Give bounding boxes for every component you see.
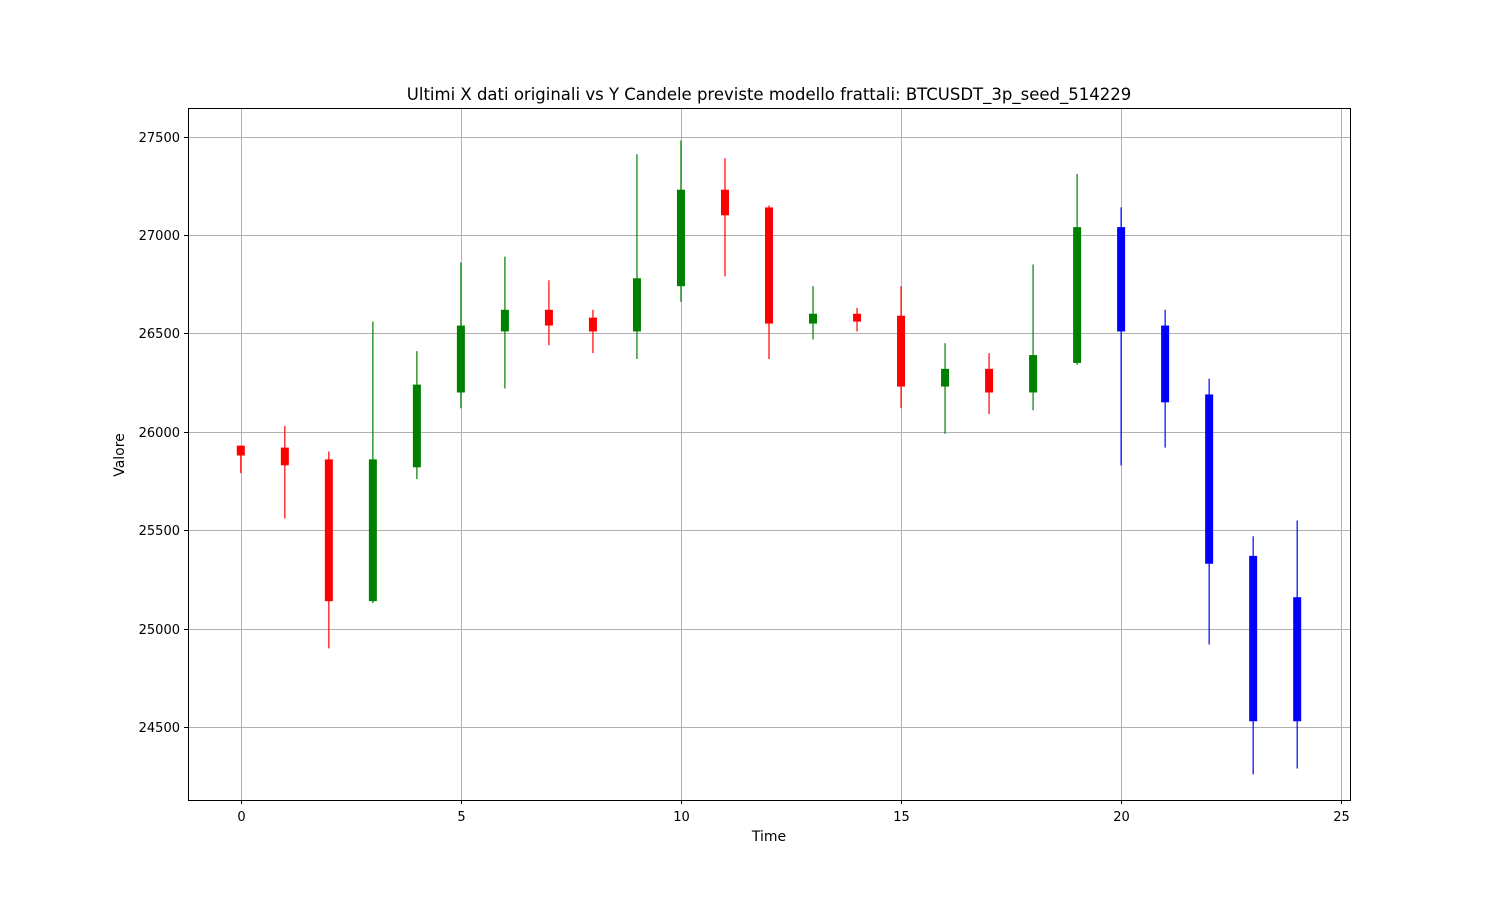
candle (676, 140, 685, 302)
candle-body (1117, 227, 1126, 332)
candle-body (1249, 555, 1258, 722)
candle-body (632, 278, 641, 332)
candle (941, 343, 950, 434)
candle (412, 351, 421, 480)
candle (544, 280, 553, 346)
candle (1205, 378, 1214, 645)
x-tick-label: 20 (1113, 810, 1130, 825)
candle-body (456, 325, 465, 393)
candle (765, 205, 773, 360)
x-axis-ticks: 0 5 10 15 20 25 (237, 800, 1350, 825)
y-tick-label: 25500 (139, 524, 180, 539)
y-tick-label: 26500 (139, 327, 180, 342)
candle-body (720, 189, 729, 216)
candle-body (1161, 325, 1170, 403)
y-tick-label: 24500 (139, 721, 180, 736)
candle (985, 353, 994, 415)
y-tick-label: 25000 (139, 623, 180, 638)
candle (720, 158, 729, 277)
candle-body (1293, 597, 1302, 722)
candle (1249, 536, 1258, 775)
candle-body (1029, 355, 1038, 393)
candle (632, 154, 641, 360)
candle-body (500, 309, 509, 332)
y-tick-label: 27000 (139, 229, 180, 244)
y-tick-label: 26000 (139, 426, 180, 441)
candle-body (412, 384, 421, 468)
candle (1293, 520, 1302, 769)
candle (853, 307, 862, 332)
candle-body (1073, 227, 1082, 363)
candle (897, 286, 906, 409)
candle (456, 262, 465, 409)
candle (1161, 309, 1170, 448)
x-tick-label: 0 (237, 810, 245, 825)
candle (809, 286, 818, 340)
candle-body (588, 317, 597, 332)
x-tick-label: 5 (457, 810, 465, 825)
candle (1073, 173, 1082, 365)
candle-body (897, 315, 906, 387)
candle (280, 425, 289, 519)
candle-body (544, 309, 553, 326)
x-axis-label: Time (751, 829, 786, 845)
candle (368, 321, 377, 604)
candle (500, 256, 509, 389)
candle-body (236, 445, 245, 456)
candle (588, 309, 597, 354)
x-tick-label: 25 (1333, 810, 1350, 825)
y-axis-ticks: 24500 25000 25500 26000 26500 27000 27500 (139, 131, 188, 736)
candle-body (676, 189, 685, 287)
x-tick-label: 15 (893, 810, 910, 825)
plot-frame (188, 108, 1351, 801)
candle (236, 445, 245, 474)
candle (324, 451, 333, 649)
candle-body (280, 447, 289, 466)
candle-body (765, 207, 773, 324)
candle-body (853, 313, 862, 322)
candle-body (1205, 394, 1214, 564)
candle (1029, 264, 1038, 411)
x-tick-label: 10 (673, 810, 690, 825)
chart-title: Ultimi X dati originali vs Y Candele pre… (407, 85, 1131, 105)
candle (1117, 207, 1126, 466)
y-axis-label: Valore (112, 433, 128, 477)
candle-body (368, 459, 377, 602)
candle-body (324, 459, 333, 602)
candle-body (985, 368, 994, 393)
candles (236, 140, 1302, 775)
candle-body (941, 368, 950, 387)
y-tick-label: 27500 (139, 131, 180, 146)
candle-body (809, 313, 818, 324)
